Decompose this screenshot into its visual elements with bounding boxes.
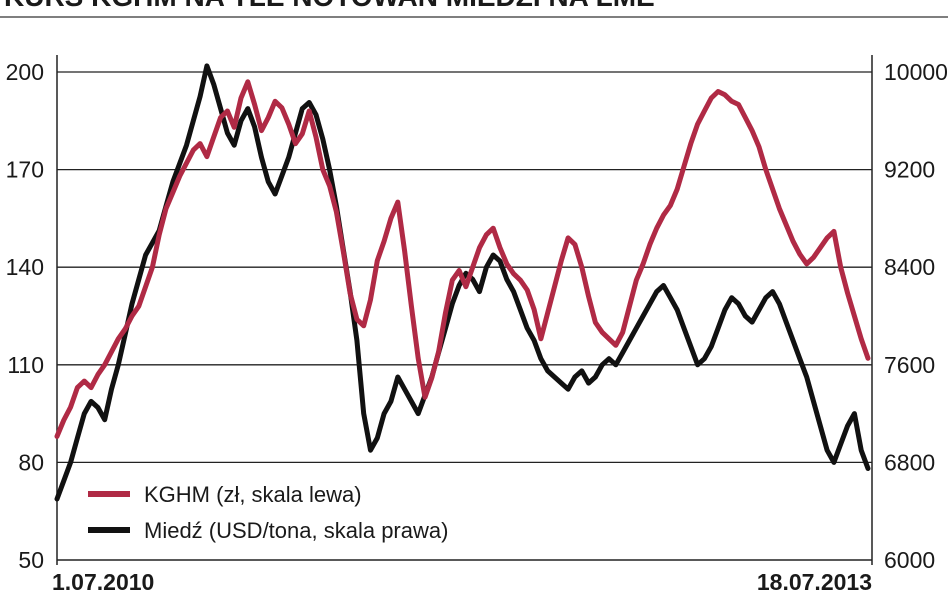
gridlines <box>57 71 872 464</box>
right-axis-ticks: 6000 6800 7600 8400 9200 10000 <box>884 59 948 573</box>
left-tick-label: 110 <box>7 352 44 378</box>
legend-label-copper: Miedź (USD/tona, skala prawa) <box>144 518 448 543</box>
x-label-end: 18.07.2013 <box>757 569 872 593</box>
left-tick-label: 80 <box>18 449 44 475</box>
right-tick-label: 6000 <box>884 547 935 573</box>
left-tick-label: 200 <box>6 59 44 85</box>
right-tick-label: 9200 <box>884 157 935 183</box>
series-line-kghm <box>54 79 871 439</box>
right-tick-label: 10000 <box>884 59 948 85</box>
left-tick-label: 170 <box>6 157 44 183</box>
right-tick-label: 8400 <box>884 254 935 280</box>
left-axis-ticks: 50 80 110 140 170 200 <box>6 59 44 573</box>
left-tick-label: 140 <box>6 254 44 280</box>
left-tick-label: 50 <box>18 547 44 573</box>
right-tick-label: 6800 <box>884 449 935 475</box>
legend-label-kghm: KGHM (zł, skala lewa) <box>144 482 362 507</box>
chart-title: KURS KGHM NA TLE NOTOWAŃ MIEDZI NA LME <box>4 0 655 12</box>
legend-box <box>72 474 492 552</box>
x-label-start: 1.07.2010 <box>52 569 154 593</box>
series-lines <box>54 63 871 502</box>
right-tick-label: 7600 <box>884 352 935 378</box>
